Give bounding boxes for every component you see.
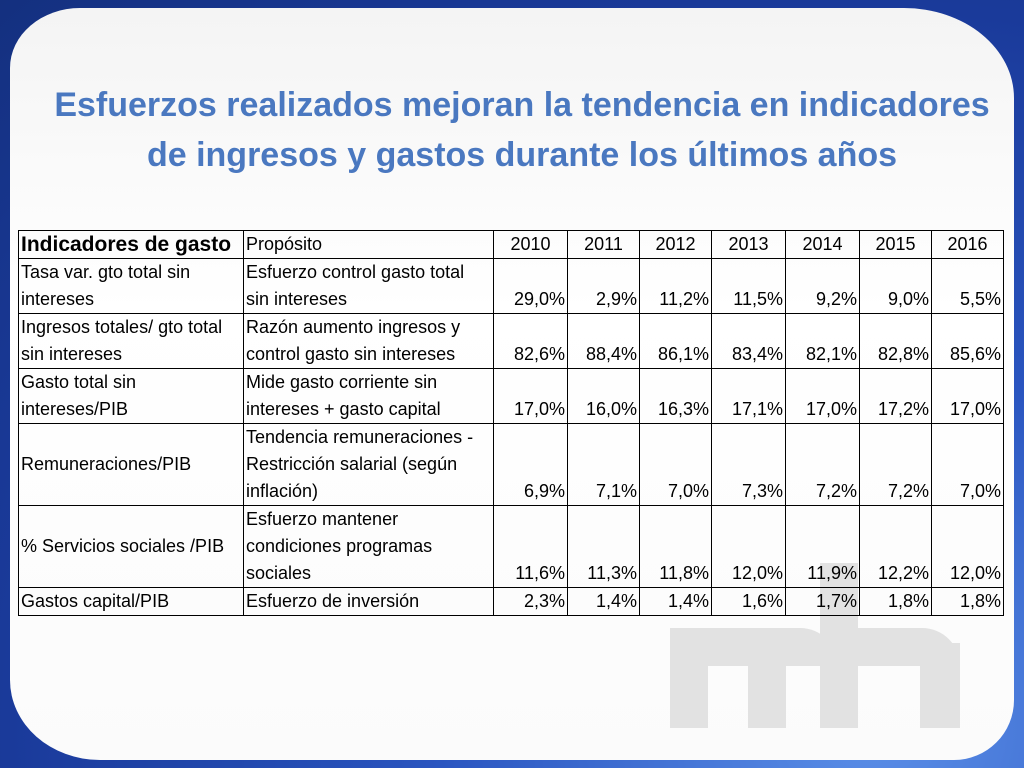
- value-cell: 11,6%: [493, 505, 568, 588]
- header-year: 2016: [931, 230, 1004, 259]
- value-cell: 7,2%: [785, 423, 860, 506]
- value-cell: 82,8%: [859, 313, 932, 369]
- value-cell: 17,0%: [493, 368, 568, 424]
- value-cell: 85,6%: [931, 313, 1004, 369]
- slide-title: Esfuerzos realizados mejoran la tendenci…: [30, 80, 1014, 180]
- header-year: 2015: [859, 230, 932, 259]
- purpose-cell: Tendencia remuneraciones -Restricción sa…: [243, 423, 494, 506]
- value-cell: 7,2%: [859, 423, 932, 506]
- value-cell: 16,3%: [639, 368, 712, 424]
- table-row: Ingresos totales/ gto total sin interese…: [18, 313, 1004, 369]
- value-cell: 7,1%: [567, 423, 640, 506]
- logo-watermark: [670, 563, 960, 728]
- value-cell: 12,0%: [931, 505, 1004, 588]
- indicator-cell: % Servicios sociales /PIB: [18, 505, 244, 588]
- purpose-cell: Razón aumento ingresos y control gasto s…: [243, 313, 494, 369]
- header-year: 2011: [567, 230, 640, 259]
- value-cell: 1,8%: [931, 587, 1004, 616]
- value-cell: 82,1%: [785, 313, 860, 369]
- value-cell: 7,3%: [711, 423, 786, 506]
- table-row: Remuneraciones/PIB Tendencia remuneracio…: [18, 423, 1004, 506]
- value-cell: 7,0%: [931, 423, 1004, 506]
- value-cell: 1,8%: [859, 587, 932, 616]
- table-row: Gasto total sin intereses/PIB Mide gasto…: [18, 368, 1004, 424]
- value-cell: 12,2%: [859, 505, 932, 588]
- header-purpose: Propósito: [243, 230, 494, 259]
- header-indicator: Indicadores de gasto: [18, 230, 244, 259]
- value-cell: 6,9%: [493, 423, 568, 506]
- value-cell: 11,5%: [711, 258, 786, 314]
- purpose-cell: Esfuerzo de inversión: [243, 587, 494, 616]
- value-cell: 2,3%: [493, 587, 568, 616]
- value-cell: 88,4%: [567, 313, 640, 369]
- value-cell: 16,0%: [567, 368, 640, 424]
- indicator-cell: Gasto total sin intereses/PIB: [18, 368, 244, 424]
- indicator-cell: Tasa var. gto total sin intereses: [18, 258, 244, 314]
- table-header-row: Indicadores de gasto Propósito 2010 2011…: [18, 230, 1004, 259]
- value-cell: 2,9%: [567, 258, 640, 314]
- title-line-2: de ingresos y gastos durante los últimos…: [146, 136, 898, 174]
- table-row: Gastos capital/PIB Esfuerzo de inversión…: [18, 587, 1004, 616]
- value-cell: 9,2%: [785, 258, 860, 314]
- value-cell: 11,2%: [639, 258, 712, 314]
- value-cell: 83,4%: [711, 313, 786, 369]
- indicator-cell: Remuneraciones/PIB: [18, 423, 244, 506]
- value-cell: 17,2%: [859, 368, 932, 424]
- value-cell: 17,1%: [711, 368, 786, 424]
- value-cell: 1,6%: [711, 587, 786, 616]
- value-cell: 1,7%: [785, 587, 860, 616]
- value-cell: 11,3%: [567, 505, 640, 588]
- header-year: 2012: [639, 230, 712, 259]
- table-row: % Servicios sociales /PIB Esfuerzo mante…: [18, 505, 1004, 588]
- value-cell: 29,0%: [493, 258, 568, 314]
- table-row: Tasa var. gto total sin intereses Esfuer…: [18, 258, 1004, 314]
- header-year: 2010: [493, 230, 568, 259]
- purpose-cell: Esfuerzo control gasto total sin interes…: [243, 258, 494, 314]
- value-cell: 17,0%: [931, 368, 1004, 424]
- value-cell: 82,6%: [493, 313, 568, 369]
- value-cell: 11,8%: [639, 505, 712, 588]
- expense-indicators-table: Indicadores de gasto Propósito 2010 2011…: [18, 230, 1004, 616]
- purpose-cell: Esfuerzo mantener condiciones programas …: [243, 505, 494, 588]
- indicator-cell: Gastos capital/PIB: [18, 587, 244, 616]
- indicator-cell: Ingresos totales/ gto total sin interese…: [18, 313, 244, 369]
- value-cell: 9,0%: [859, 258, 932, 314]
- value-cell: 12,0%: [711, 505, 786, 588]
- title-line-1: Esfuerzos realizados mejoran la tendenci…: [54, 86, 990, 124]
- value-cell: 7,0%: [639, 423, 712, 506]
- header-year: 2013: [711, 230, 786, 259]
- value-cell: 1,4%: [567, 587, 640, 616]
- purpose-cell: Mide gasto corriente sin intereses + gas…: [243, 368, 494, 424]
- value-cell: 86,1%: [639, 313, 712, 369]
- value-cell: 17,0%: [785, 368, 860, 424]
- value-cell: 11,9%: [785, 505, 860, 588]
- value-cell: 5,5%: [931, 258, 1004, 314]
- value-cell: 1,4%: [639, 587, 712, 616]
- header-year: 2014: [785, 230, 860, 259]
